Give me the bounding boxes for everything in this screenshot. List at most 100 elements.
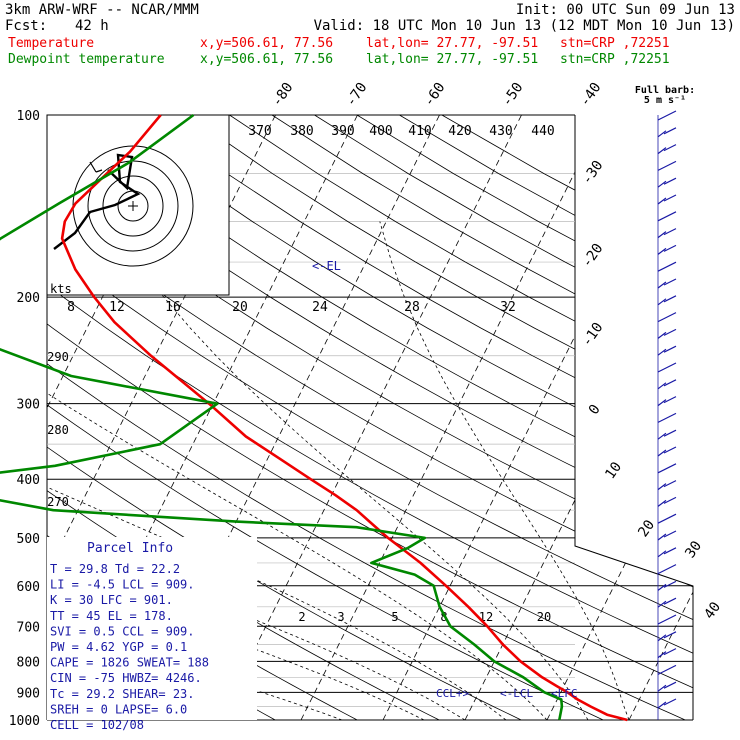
dry-adiabat [47, 115, 693, 720]
wind-barb [657, 328, 677, 339]
isotherm-label-30: 30 [682, 538, 705, 561]
isotherm-label--50: -50 [499, 80, 527, 110]
dewpoint-profile [0, 113, 564, 721]
wind-barb [657, 278, 677, 289]
parcel-info-row: CELL = 102/08 [50, 718, 144, 732]
wind-barb [657, 480, 677, 491]
isotherm-label--20: -20 [579, 241, 607, 271]
moist-adiabat [379, 221, 630, 720]
temperature-latlon: lat,lon= 27.77, -97.51 [366, 36, 538, 51]
pressure-label-300: 300 [17, 398, 40, 413]
dry-adiabat [101, 115, 693, 720]
forecast-hours: 42 h [75, 18, 109, 34]
isotherm-label-20: 20 [635, 517, 658, 540]
pressure-label-900: 900 [17, 686, 40, 701]
pressure-label-800: 800 [17, 655, 40, 670]
dry-adiabat [47, 115, 50, 720]
sounding-profiles [0, 113, 628, 722]
isotherm-label--80: -80 [269, 80, 297, 110]
parcel-info-row: PW = 4.62 YGP = 0.1 [50, 640, 187, 654]
moist-adiabat [109, 221, 589, 720]
parcel-info-row: K = 30 LFC = 901. [50, 593, 173, 607]
mixing-ratio-label-20: 20 [537, 610, 551, 624]
mixing-ratio-label-12: 12 [479, 610, 493, 624]
isotherm-label-40: 40 [701, 599, 724, 622]
wind-barb [657, 564, 677, 575]
parcel-info-row: CAPE = 1826 SWEAT= 188 [50, 656, 209, 670]
wind-barb [657, 547, 677, 558]
dry-adiabat [399, 115, 693, 720]
wind-barb [657, 597, 677, 608]
parcel-info-row: CIN = -75 HWBZ= 4246. [50, 671, 202, 685]
wind-barb [657, 463, 677, 474]
temperature-legend: Temperature [8, 36, 94, 51]
level-annotations: <-EL CCL+> <-LCL <LFC [312, 259, 578, 700]
dry-adiabat [47, 115, 693, 720]
el-marker: <-EL [312, 259, 341, 273]
wind-legend-units: 5 m s⁻¹ [644, 95, 686, 106]
hodograph-speed-12: 12 [109, 300, 125, 315]
pressure-label-600: 600 [17, 580, 40, 595]
isotherm-label-10: 10 [602, 459, 625, 482]
wind-barb [657, 681, 677, 692]
wind-barb [657, 261, 677, 272]
hodograph-speed-28: 28 [404, 300, 420, 315]
theta-label-420: 420 [448, 124, 471, 139]
parcel-info-row: SVI = 0.5 CCL = 909. [50, 624, 195, 638]
wind-barb [657, 614, 677, 625]
isotherm [711, 115, 740, 720]
init-time: Init: 00 UTC Sun 09 Jun 13 [516, 2, 735, 18]
hodograph-units: kts [50, 282, 72, 296]
isotherm [218, 115, 522, 720]
isotherm-label-0: 0 [586, 402, 604, 418]
dry-adiabat [356, 115, 693, 720]
parcel-info-row: SREH = 0 LAPSE= 6.0 [50, 702, 187, 716]
pressure-label-500: 500 [17, 532, 40, 547]
wind-barb [657, 228, 677, 239]
storm-motion-arrow [89, 161, 103, 173]
wind-barb [657, 194, 677, 205]
wind-barb [657, 446, 677, 457]
wind-barb [657, 211, 677, 222]
wind-barb [657, 379, 677, 390]
mixing-ratio-label-5: 5 [391, 610, 398, 624]
wind-barb [657, 312, 677, 323]
valid-time: Valid: 18 UTC Mon 10 Jun 13 (12 MDT Mon … [314, 18, 735, 34]
wind-barb [657, 177, 677, 188]
parcel-info-box: Parcel Info T = 29.8 Td = 22.2 LI = -4.5 … [47, 537, 257, 732]
theta-label-380: 380 [290, 124, 313, 139]
dewpoint-legend: Dewpoint temperature [8, 52, 165, 67]
dry-adiabat [47, 115, 693, 720]
ccl-marker: CCL+> [436, 687, 469, 700]
isotherm-label--30: -30 [579, 158, 607, 188]
lfc-marker: <LFC [551, 687, 578, 700]
hodograph-speed-20: 20 [232, 300, 248, 315]
wind-barb [657, 362, 677, 373]
hodograph-speed-24: 24 [312, 300, 328, 315]
isotherm-label--40: -40 [577, 80, 605, 110]
dry-adiabat [186, 115, 693, 720]
wind-barb [657, 144, 677, 155]
hodograph-speed-8: 8 [67, 300, 75, 315]
wind-barb [657, 295, 677, 306]
wind-barb [657, 160, 677, 171]
pressure-label-100: 100 [17, 109, 40, 124]
wind-legend-title: Full barb: [635, 85, 695, 96]
wind-barb [657, 698, 677, 709]
theta-label-280: 280 [47, 423, 69, 437]
dry-adiabat [47, 115, 693, 720]
wind-barb [657, 648, 677, 659]
wind-barb-profile [657, 110, 677, 720]
theta-label-390: 390 [331, 124, 354, 139]
pressure-label-400: 400 [17, 473, 40, 488]
theta-label-290: 290 [47, 350, 69, 364]
wind-barb [657, 580, 677, 591]
hodograph-speed-16: 16 [165, 300, 181, 315]
mixing-ratio-label-3: 3 [337, 610, 344, 624]
hodograph-trace [53, 153, 141, 250]
temperature-xy: x,y=506.61, 77.56 [200, 36, 333, 51]
isotherm-label--10: -10 [579, 320, 607, 350]
wind-barb [657, 631, 677, 642]
theta-label-440: 440 [531, 124, 554, 139]
